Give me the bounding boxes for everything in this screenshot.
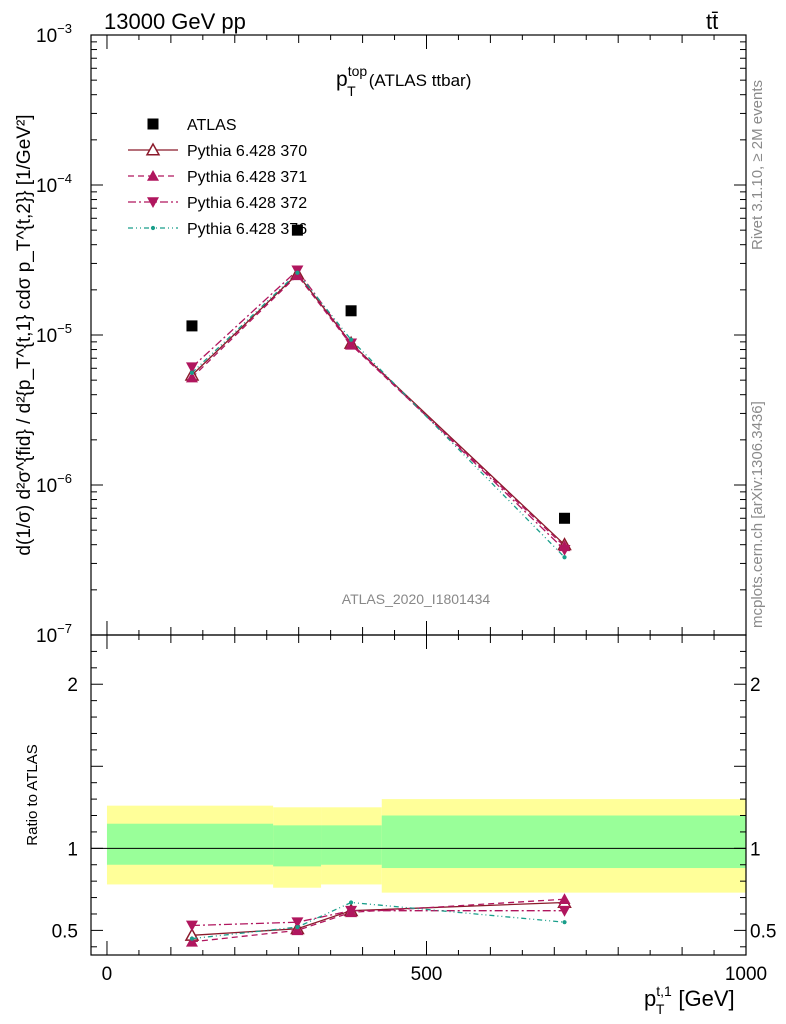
legend-label-atlas: ATLAS	[187, 117, 237, 134]
ratio-line-pythia-6-428-372	[191, 910, 565, 927]
ratio-line-pythia-6-428-376	[191, 901, 565, 940]
legend: ATLAS Pythia 6.428 370 Pythia 6.428 371 Pyt…	[128, 117, 307, 238]
x-tick-label: 1000	[725, 964, 767, 985]
main-point-pythia-6-428-376	[189, 370, 195, 375]
legend-label-pythia-6-428-370: Pythia 6.428 370	[187, 143, 307, 160]
main-point-pythia-6-428-372	[558, 544, 571, 556]
main-y-tick-base: 10	[36, 476, 57, 497]
ratio-line-pythia-6-428-370	[191, 901, 565, 936]
ratio-point-pythia-6-428-372	[291, 917, 304, 929]
main-y-tick-exp: −3	[57, 21, 72, 36]
ratio-y-tick-label-right: 2	[750, 675, 761, 696]
ratio-point-pythia-6-428-376	[189, 936, 195, 941]
main-point-pythia-6-428-371	[185, 371, 198, 383]
watermark: ATLAS_2020_I1801434	[342, 591, 491, 607]
main-line-pythia-6-428-371	[191, 274, 565, 547]
ratio-point-pythia-6-428-376	[295, 925, 300, 930]
main-point-atlas	[559, 512, 571, 524]
ratio-point-pythia-6-428-372	[185, 920, 198, 932]
main-y-tick-label: 10−3	[36, 21, 72, 47]
ratio-y-tick-label-left: 0.5	[52, 921, 78, 942]
legend-label-pythia-6-428-371: Pythia 6.428 371	[187, 169, 307, 186]
main-y-tick-exp: −7	[57, 621, 72, 636]
side-label-rivet: Rivet 3.1.10, ≥ 2M events	[749, 80, 766, 250]
band-green-3	[381, 815, 746, 869]
main-y-tick-label: 10−6	[36, 471, 72, 497]
legend-marker-atlas	[147, 118, 159, 130]
main-line-pythia-6-428-376	[191, 271, 565, 558]
main-y-tick-base: 10	[36, 326, 57, 347]
main-point-atlas	[291, 224, 303, 236]
legend-marker-pythia-6-428-376	[150, 225, 156, 231]
main-y-tick-label: 10−5	[36, 321, 72, 347]
ratio-y-tick-label-right: 0.5	[750, 921, 776, 942]
main-y-tick-label: 10−4	[36, 171, 72, 197]
main-point-pythia-6-428-372	[185, 362, 198, 374]
main-y-tick-base: 10	[36, 626, 57, 647]
main-line-pythia-6-428-372	[191, 269, 565, 551]
legend-marker-pythia-6-428-371	[147, 170, 159, 181]
ratio-point-pythia-6-428-372	[345, 905, 358, 917]
main-y-tick-base: 10	[36, 26, 57, 47]
ratio-plot: 0 500 1000 0.5 0.5 1 1 2 2	[52, 634, 776, 985]
main-plot: 10−710−610−510−410−3	[36, 21, 747, 647]
header-left: 13000 GeV pp	[104, 9, 246, 34]
ratio-point-pythia-6-428-371	[291, 924, 304, 936]
main-y-tick-exp: −5	[57, 321, 72, 336]
side-label-mcplots: mcplots.cern.ch [arXiv:1306.3436]	[749, 401, 766, 628]
band-green-1	[273, 825, 322, 867]
legend-marker-pythia-6-428-370	[145, 142, 161, 156]
ratio-frame	[90, 634, 747, 956]
ratio-point-pythia-6-428-371	[558, 893, 571, 905]
ratio-y-tick-label-right: 1	[750, 839, 761, 860]
main-point-atlas	[345, 305, 357, 317]
main-y-tick-exp: −6	[57, 471, 72, 486]
main-y-tick-base: 10	[36, 176, 57, 197]
ratio-y-tick-label-left: 2	[67, 675, 78, 696]
ratio-point-pythia-6-428-376	[348, 900, 354, 905]
ratio-line-pythia-6-428-371	[191, 898, 565, 943]
ratio-y-tick-label-left: 1	[67, 839, 78, 860]
band-green-0	[106, 823, 274, 865]
x-tick-label: 0	[102, 964, 113, 985]
main-point-pythia-6-428-376	[348, 337, 354, 342]
ratio-y-axis-label: Ratio to ATLAS	[24, 744, 41, 845]
legend-label-pythia-6-428-376: Pythia 6.428 376	[187, 221, 307, 238]
legend-marker-pythia-6-428-372	[147, 197, 159, 208]
ratio-point-pythia-6-428-376	[562, 920, 567, 925]
main-point-pythia-6-428-372	[345, 338, 358, 350]
legend-label-pythia-6-428-372: Pythia 6.428 372	[187, 195, 307, 212]
band-green-2	[321, 825, 382, 865]
main-point-pythia-6-428-376	[562, 555, 567, 560]
main-title: ptop T(ATLAS ttbar)	[336, 63, 471, 99]
x-tick-label: 500	[411, 964, 443, 985]
main-point-atlas	[186, 320, 198, 332]
x-axis-label: pt,1 T [GeV]	[644, 983, 735, 1017]
header-right: tt̄	[706, 9, 718, 34]
main-y-axis-label: d(1/σ) d²σ^{fid} / d²{p_T^{t,1} cdσ p_T^…	[14, 114, 35, 555]
ratio-point-pythia-6-428-372	[558, 905, 571, 917]
ratio-point-pythia-6-428-371	[185, 935, 198, 947]
main-point-pythia-6-428-376	[295, 270, 300, 275]
main-y-tick-exp: −4	[57, 171, 72, 186]
main-line-pythia-6-428-370	[191, 273, 565, 546]
main-y-tick-label: 10−7	[36, 621, 72, 647]
